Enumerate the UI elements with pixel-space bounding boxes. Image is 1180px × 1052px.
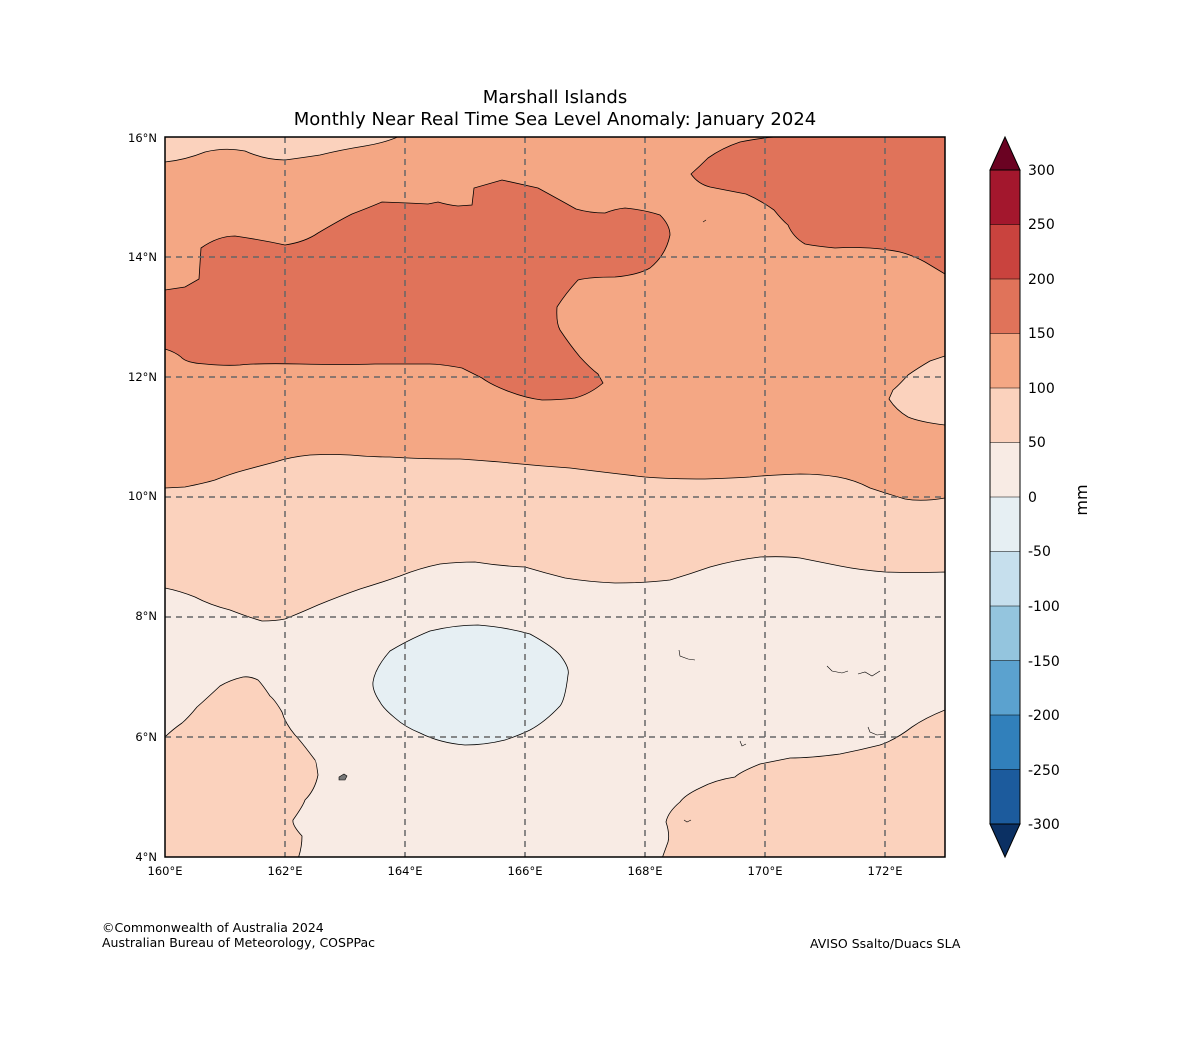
colorbar-tick-label: 250 <box>1028 217 1055 233</box>
colorbar-max-extend-arrow <box>989 135 1021 171</box>
x-tick-label: 170°E <box>748 864 783 878</box>
copyright-text: ©Commonwealth of Australia 2024 <box>102 920 324 935</box>
colorbar-tick-label: 0 <box>1028 490 1037 506</box>
agency-text: Australian Bureau of Meteorology, COSPPa… <box>102 935 375 950</box>
colorbar-min-extend-arrow <box>989 823 1021 859</box>
colorbar-segment <box>990 660 1020 715</box>
colorbar-segment <box>990 442 1020 497</box>
colorbar-segment <box>990 606 1020 661</box>
y-tick-label: 6°N <box>135 730 157 744</box>
y-tick-label: 10°N <box>128 489 157 503</box>
x-tick-label: 168°E <box>628 864 663 878</box>
colorbar-unit-label: mm <box>1072 484 1091 515</box>
y-tick-label: 12°N <box>128 370 157 384</box>
anomaly-region-150-200-central <box>165 179 671 401</box>
anomaly-region-150-200-top-right <box>690 137 945 275</box>
colorbar-segment <box>990 715 1020 770</box>
map-title-line2: Monthly Near Real Time Sea Level Anomaly… <box>293 109 817 130</box>
x-tick-label: 162°E <box>268 864 303 878</box>
island-markers <box>338 219 886 823</box>
colorbar-tick-label: 50 <box>1028 435 1046 451</box>
colorbar-tick-label: -150 <box>1028 654 1060 670</box>
colorbar-tick-label: 200 <box>1028 272 1055 288</box>
colorbar-tick-label: -50 <box>1028 544 1051 560</box>
colorbar-tick-label: -100 <box>1028 599 1060 615</box>
x-axis-ticks: 160°E 162°E 164°E 166°E 168°E 170°E 172°… <box>148 864 903 878</box>
x-tick-label: 166°E <box>508 864 543 878</box>
x-tick-label: 164°E <box>388 864 423 878</box>
map-title-line1: Marshall Islands <box>482 87 628 108</box>
y-tick-label: 8°N <box>135 609 157 623</box>
y-tick-label: 14°N <box>128 250 157 264</box>
colorbar-tick-label: -200 <box>1028 708 1060 724</box>
colorbar-segment <box>990 388 1020 443</box>
colorbar-segment <box>990 224 1020 279</box>
colorbar-segment <box>990 497 1020 552</box>
map-frame <box>164 136 946 858</box>
y-tick-label: 4°N <box>135 850 157 864</box>
colorbar <box>989 135 1021 859</box>
colorbar-tick-label: 300 <box>1028 163 1055 179</box>
y-axis-ticks: 4°N 6°N 8°N 10°N 12°N 14°N 16°N <box>128 131 157 864</box>
colorbar-tick-label: -300 <box>1028 817 1060 833</box>
colorbar-tick-label: 100 <box>1028 381 1055 397</box>
x-tick-label: 160°E <box>148 864 183 878</box>
colorbar-segment <box>990 333 1020 388</box>
colorbar-tick-label: 150 <box>1028 326 1055 342</box>
colorbar-labels: 300 250 200 150 100 50 0 -50 -100 -150 -… <box>1028 163 1060 833</box>
x-tick-label: 172°E <box>868 864 903 878</box>
data-source-text: AVISO Ssalto/Duacs SLA <box>810 936 961 951</box>
graticule-grid <box>165 137 945 857</box>
colorbar-segment <box>990 170 1020 225</box>
y-tick-label: 16°N <box>128 131 157 145</box>
colorbar-segment <box>990 769 1020 824</box>
colorbar-segment <box>990 551 1020 606</box>
anomaly-region-50-100-right-bulge <box>888 355 945 426</box>
colorbar-tick-label: -250 <box>1028 763 1060 779</box>
anomaly-region-negative-50-0 <box>372 624 569 746</box>
colorbar-segment <box>990 279 1020 334</box>
